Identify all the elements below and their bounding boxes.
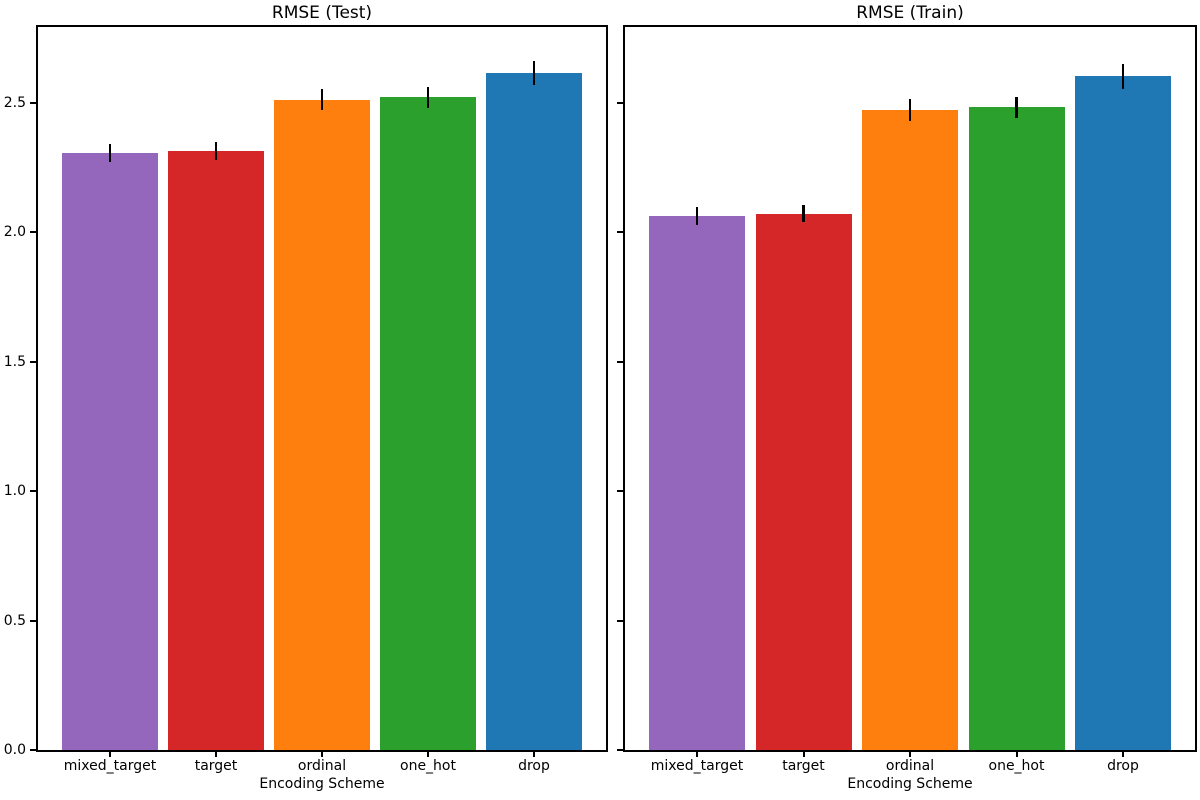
y-tick-mark xyxy=(617,101,623,104)
y-tick-mark xyxy=(30,619,36,622)
y-tick-mark xyxy=(30,231,36,234)
error-bar-one_hot xyxy=(426,87,430,108)
y-tick-mark xyxy=(617,619,623,622)
y-tick-mark xyxy=(30,360,36,363)
x-tick-label-one_hot: one_hot xyxy=(988,758,1045,774)
x-axis-label: Encoding Scheme xyxy=(847,776,973,792)
error-bar-target xyxy=(214,142,218,161)
x-tick-label-mixed_target: mixed_target xyxy=(63,758,157,774)
x-tick-mark xyxy=(321,752,323,757)
y-tick-mark xyxy=(617,360,623,363)
bar-one_hot xyxy=(380,97,476,750)
bar-target xyxy=(755,213,852,750)
chart-title: RMSE (Test) xyxy=(271,3,373,23)
x-tick-label-ordinal: ordinal xyxy=(297,758,347,774)
x-tick-mark xyxy=(1122,752,1124,757)
x-tick-mark xyxy=(1015,752,1018,757)
error-bar-mixed_target xyxy=(108,144,112,163)
error-bar-ordinal xyxy=(320,89,324,111)
bar-drop xyxy=(1075,76,1171,750)
x-tick-label-mixed_target: mixed_target xyxy=(650,758,744,774)
y-tick-mark xyxy=(617,749,623,751)
y-tick-mark xyxy=(30,749,36,751)
bar-drop xyxy=(486,72,582,750)
y-tick-label: 2.0 xyxy=(3,224,26,241)
y-tick-label: 1.5 xyxy=(3,353,26,370)
x-tick-mark xyxy=(109,752,111,757)
x-tick-mark xyxy=(427,752,429,757)
x-tick-label-target: target xyxy=(194,758,238,774)
x-tick-label-ordinal: ordinal xyxy=(885,758,935,774)
y-tick-label: 0.5 xyxy=(3,612,26,629)
bar-ordinal xyxy=(862,109,958,750)
x-tick-mark xyxy=(802,752,805,757)
x-tick-label-one_hot: one_hot xyxy=(400,758,456,774)
bar-ordinal xyxy=(274,99,370,750)
y-tick-mark xyxy=(617,231,623,234)
error-bar-drop xyxy=(532,60,536,85)
x-axis-label: Encoding Scheme xyxy=(259,776,385,792)
x-tick-mark xyxy=(215,752,217,757)
x-tick-label-drop: drop xyxy=(1107,758,1139,774)
y-tick-mark xyxy=(617,490,623,493)
x-tick-mark xyxy=(533,752,535,757)
x-tick-mark xyxy=(696,752,698,757)
error-bar-target xyxy=(802,205,805,223)
bar-target xyxy=(168,151,264,750)
x-tick-label-target: target xyxy=(782,758,825,774)
y-tick-label: 0.0 xyxy=(3,742,26,758)
bar-one_hot xyxy=(968,107,1065,750)
y-tick-mark xyxy=(30,101,36,104)
y-tick-mark xyxy=(30,490,36,493)
chart-title: RMSE (Train) xyxy=(856,3,964,23)
y-tick-label: 2.5 xyxy=(3,94,26,111)
error-bar-drop xyxy=(1121,63,1125,89)
bar-mixed_target xyxy=(62,153,158,750)
x-tick-label-drop: drop xyxy=(518,758,550,774)
x-tick-mark xyxy=(909,752,911,757)
y-tick-label: 1.0 xyxy=(3,483,26,500)
error-bar-ordinal xyxy=(908,98,912,121)
error-bar-one_hot xyxy=(1015,96,1018,118)
bar-mixed_target xyxy=(649,216,745,750)
error-bar-mixed_target xyxy=(695,206,699,226)
